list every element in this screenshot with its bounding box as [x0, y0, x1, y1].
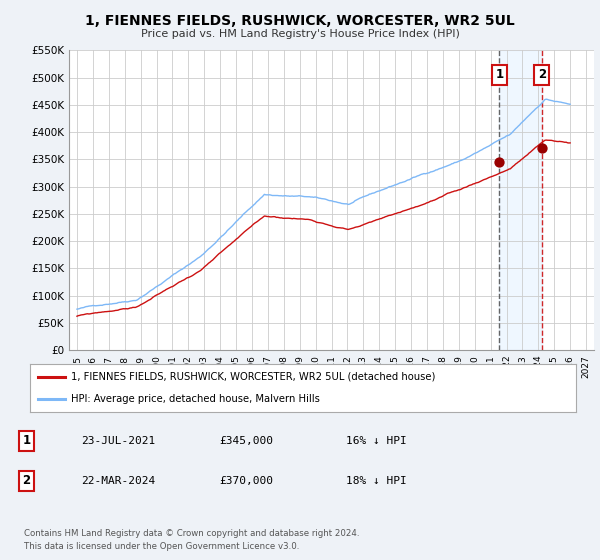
Text: 2: 2 — [22, 474, 31, 487]
Text: HPI: Average price, detached house, Malvern Hills: HPI: Average price, detached house, Malv… — [71, 394, 320, 404]
Text: 18% ↓ HPI: 18% ↓ HPI — [346, 476, 407, 486]
Point — [537, 144, 547, 153]
Text: 1: 1 — [22, 435, 31, 447]
Text: £370,000: £370,000 — [220, 476, 274, 486]
Text: 1: 1 — [495, 68, 503, 81]
Bar — [499, 50, 542, 350]
Text: 23-JUL-2021: 23-JUL-2021 — [81, 436, 155, 446]
Point — [494, 157, 504, 166]
Text: This data is licensed under the Open Government Licence v3.0.: This data is licensed under the Open Gov… — [24, 542, 299, 551]
Text: Contains HM Land Registry data © Crown copyright and database right 2024.: Contains HM Land Registry data © Crown c… — [24, 529, 359, 538]
Text: £345,000: £345,000 — [220, 436, 274, 446]
Text: 1, FIENNES FIELDS, RUSHWICK, WORCESTER, WR2 5UL (detached house): 1, FIENNES FIELDS, RUSHWICK, WORCESTER, … — [71, 372, 436, 382]
Text: 2: 2 — [538, 68, 546, 81]
Text: Price paid vs. HM Land Registry's House Price Index (HPI): Price paid vs. HM Land Registry's House … — [140, 29, 460, 39]
Text: 22-MAR-2024: 22-MAR-2024 — [81, 476, 155, 486]
Text: 1, FIENNES FIELDS, RUSHWICK, WORCESTER, WR2 5UL: 1, FIENNES FIELDS, RUSHWICK, WORCESTER, … — [85, 14, 515, 28]
Text: 16% ↓ HPI: 16% ↓ HPI — [346, 436, 407, 446]
